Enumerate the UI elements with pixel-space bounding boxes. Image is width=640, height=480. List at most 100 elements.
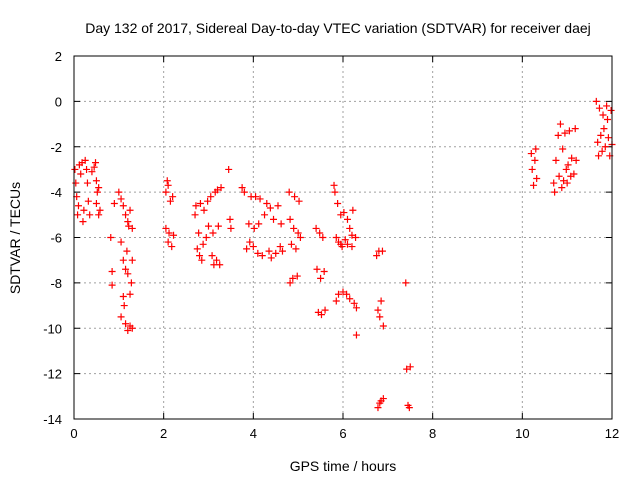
data-point [531, 156, 539, 164]
data-point [125, 222, 133, 230]
data-point [379, 395, 387, 403]
data-point [550, 179, 558, 187]
data-point [123, 247, 131, 255]
chart-title: Day 132 of 2017, Sidereal Day-to-day VTE… [85, 20, 591, 36]
data-point [277, 220, 285, 228]
data-point [294, 229, 302, 237]
data-point [321, 306, 329, 314]
data-point [402, 279, 410, 287]
data-point [378, 247, 386, 255]
data-point [126, 206, 134, 214]
data-point [286, 215, 294, 223]
data-point [245, 220, 253, 228]
data-point [571, 125, 579, 133]
data-point [601, 143, 609, 151]
data-point [312, 224, 320, 232]
data-point [227, 224, 235, 232]
data-point [214, 222, 222, 230]
data-point [196, 252, 204, 260]
data-point [213, 256, 221, 264]
data-point [164, 238, 172, 246]
data-points [71, 97, 616, 412]
data-point [199, 240, 207, 248]
data-point [258, 252, 266, 260]
data-point [552, 156, 560, 164]
x-tick-label: 0 [70, 426, 77, 441]
data-point [86, 211, 94, 219]
data-point [126, 290, 134, 298]
data-point [196, 199, 204, 207]
data-point [122, 320, 130, 328]
data-point [198, 256, 206, 264]
data-point [117, 195, 125, 203]
data-point [376, 313, 384, 321]
data-point [554, 131, 562, 139]
data-point [528, 165, 536, 173]
data-point [340, 209, 348, 217]
data-point [352, 234, 360, 241]
data-point [83, 179, 91, 187]
data-point [124, 270, 132, 278]
data-point [339, 288, 347, 296]
y-tick-label: -8 [50, 276, 62, 291]
data-point [278, 247, 286, 255]
data-point [120, 302, 128, 310]
data-point [168, 243, 176, 251]
data-point [560, 177, 568, 185]
data-point [603, 102, 611, 110]
data-point [274, 202, 282, 210]
data-point [604, 116, 612, 124]
data-point [346, 224, 354, 232]
data-point [319, 234, 327, 241]
data-point [562, 165, 570, 173]
data-point [266, 204, 274, 212]
data-point [293, 272, 301, 280]
data-point [532, 145, 540, 153]
data-point [317, 274, 325, 282]
data-point [193, 245, 201, 253]
data-point [379, 322, 387, 330]
y-tick-label: -10 [43, 321, 62, 336]
data-point [595, 152, 603, 160]
data-point [335, 290, 343, 298]
data-point [166, 197, 174, 205]
data-point [332, 297, 340, 305]
data-point [191, 211, 199, 219]
data-point [558, 184, 566, 192]
data-point [107, 234, 115, 241]
data-point [243, 245, 251, 253]
data-point [600, 125, 608, 133]
data-point [313, 265, 321, 273]
data-point [343, 215, 351, 223]
data-point [337, 240, 345, 248]
data-point [165, 229, 173, 237]
data-point [285, 188, 293, 196]
data-point [286, 279, 294, 287]
data-point [377, 297, 385, 305]
data-point [128, 256, 136, 264]
data-point [249, 243, 257, 251]
data-point [332, 234, 340, 241]
data-point [276, 243, 284, 251]
data-point [252, 193, 260, 201]
data-point [240, 188, 248, 196]
data-point [555, 172, 563, 180]
data-point [92, 177, 100, 185]
data-point [533, 175, 541, 183]
data-point [594, 138, 602, 146]
y-tick-label: 0 [55, 94, 62, 109]
data-point [287, 240, 295, 248]
data-point [598, 147, 606, 155]
data-point [263, 199, 271, 207]
data-point [128, 324, 136, 332]
data-point [119, 256, 127, 264]
data-point [200, 206, 208, 214]
data-point [374, 306, 382, 314]
data-point [295, 197, 303, 205]
data-point [83, 165, 91, 173]
data-point [122, 211, 130, 219]
data-point [597, 131, 605, 139]
data-point [331, 188, 339, 196]
data-point [217, 184, 225, 192]
data-point [267, 254, 275, 262]
